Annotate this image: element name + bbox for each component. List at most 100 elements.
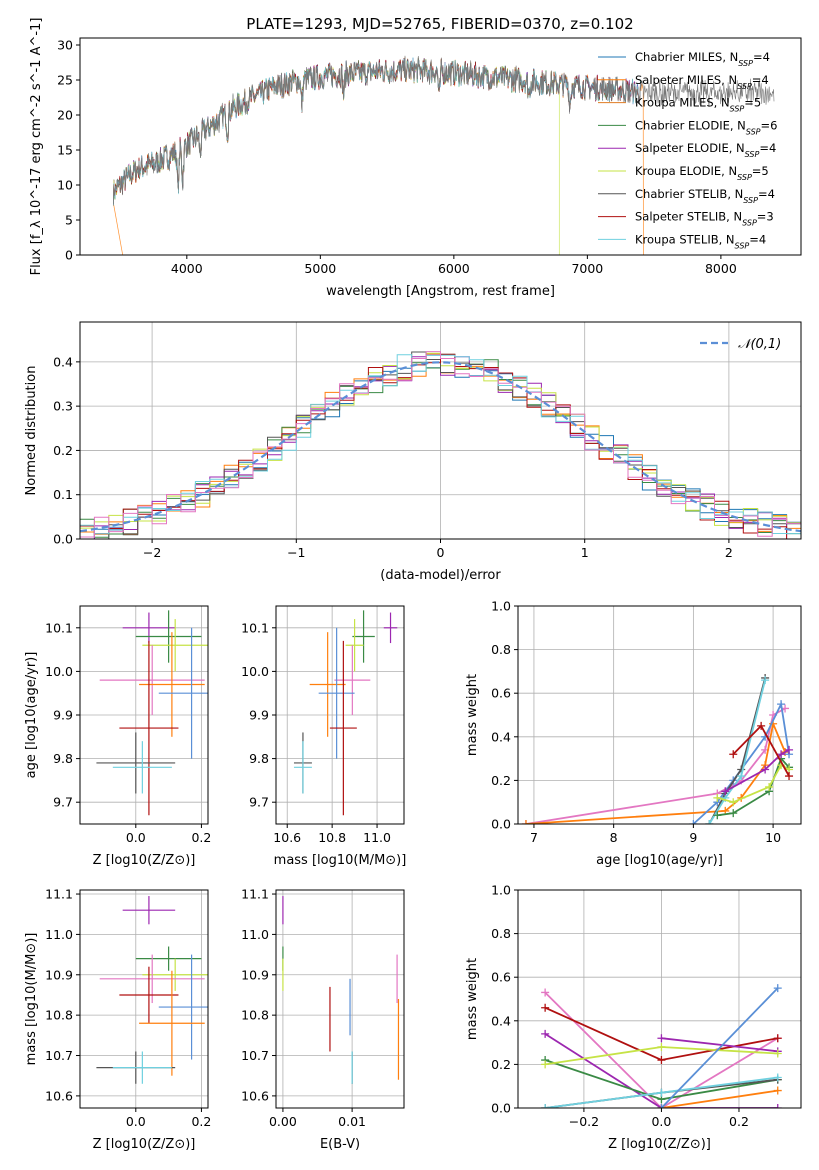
legend-count: =4 [759, 141, 776, 155]
legend-count: =5 [744, 96, 761, 110]
legend-label: Chabrier STELIB, NSSP=4 [635, 187, 775, 205]
normal-curve [80, 361, 801, 533]
legend-subscript: SSP [742, 218, 757, 227]
y-tick-label: 0.1 [53, 487, 73, 502]
legend-label: Kroupa MILES, NSSP=5 [635, 96, 761, 114]
y-tick-label: 10.8 [45, 1008, 73, 1023]
y-tick-label: 0.6 [491, 686, 511, 701]
x-tick-label: 4000 [171, 261, 203, 276]
y-tick-label: 10.0 [45, 664, 73, 679]
legend-label: 𝒩(0,1) [738, 337, 781, 352]
weight-marker [785, 772, 794, 781]
weight-marker [657, 1104, 666, 1108]
legend-count: =3 [757, 210, 774, 224]
spectrum-legend: Chabrier MILES, NSSP=4 Salpeter MILES, NS… [598, 50, 777, 250]
legend-count: =4 [752, 73, 769, 87]
weight-series-line [660, 987, 779, 1108]
weight-marker [705, 820, 714, 824]
y-tick-label: 0.8 [491, 642, 511, 657]
y-tick-label: 10.0 [241, 664, 269, 679]
y-tick-label: 10.6 [241, 1088, 269, 1103]
mass_vs_ebv-panel: 0.00 0.01 10.6 10.7 10.8 10.9 11.0 11.1 E(B-V) [241, 887, 405, 1152]
y-tick-label: 9.7 [249, 795, 269, 810]
y-tick-label: 11.1 [45, 887, 73, 902]
y-axis-label: mass weight [465, 958, 480, 1040]
legend-subscript: SSP [745, 150, 760, 159]
weight-series-line [661, 1037, 778, 1053]
weight_vs_age-marks [521, 673, 794, 824]
legend-subscript: SSP [738, 59, 753, 68]
weight-series-line [661, 1089, 778, 1108]
y-tick-label: 0.6 [491, 970, 511, 985]
y-tick-label: 1.0 [491, 883, 511, 898]
weight-marker [541, 1104, 550, 1108]
legend-label: Kroupa ELODIE, NSSP=5 [635, 164, 769, 182]
x-axis-label: age [log10(age/yr)] [596, 853, 723, 868]
x-tick-label: 0.00 [269, 1114, 297, 1129]
spectrum-panel: 4000 5000 6000 7000 8000 0 5 10 15 20 25 30 waveleng… [29, 18, 802, 299]
weight-marker [773, 1049, 782, 1058]
mass_vs_ebv-marks [282, 896, 400, 1084]
weight-marker [541, 1029, 550, 1038]
y-tick-label: 1.0 [491, 599, 511, 614]
y-tick-label: 10.7 [241, 1048, 269, 1063]
y-axis-label: Flux [f_λ 10^-17 erg cm^-2 s^-1 A^-1] [29, 18, 44, 276]
x-tick-label: 5000 [304, 261, 336, 276]
age_vs_mass-panel: 10.6 10.8 11.0 9.7 9.8 9.9 10.0 10.1 mass [log10… [241, 605, 407, 868]
x-tick-label: −0.2 [569, 1114, 599, 1129]
figure-title: PLATE=1293, MJD=52765, FIBERID=0370, z=0… [246, 15, 633, 33]
weight-marker [541, 988, 550, 997]
x-tick-label: −1 [287, 545, 305, 560]
x-tick-label: 0.2 [191, 1114, 211, 1129]
weight-marker [765, 782, 774, 791]
y-tick-label: 0.0 [491, 817, 511, 832]
legend-subscript: SSP [746, 127, 761, 136]
weight_vs_Z-panel: −0.2 0.0 0.2 0.0 0.2 0.4 0.6 0.8 1.0 Z [log10(Z/Z… [465, 883, 802, 1152]
legend-subscript: SSP [730, 104, 745, 113]
weight_vs_age-panel: 7 8 9 10 0.0 0.2 0.4 0.6 0.8 1.0 age [log10(age/yr… [465, 599, 802, 868]
y-tick-label: 0.2 [491, 773, 511, 788]
x-tick-label: 0.0 [651, 1114, 671, 1129]
x-tick-label: 7000 [571, 261, 603, 276]
weight-marker [761, 676, 770, 685]
weight-series-line [544, 991, 779, 1108]
weight-marker [773, 1086, 782, 1095]
legend-label: Salpeter STELIB, NSSP=3 [635, 210, 774, 228]
y-tick-label: 9.7 [53, 795, 73, 810]
y-tick-label: 10.1 [45, 620, 73, 635]
weight-marker [713, 793, 722, 802]
y-tick-label: 0.3 [53, 399, 73, 414]
x-tick-label: 1 [581, 545, 589, 560]
y-tick-label: 0.0 [53, 532, 73, 547]
weight-marker [777, 750, 786, 759]
weight-marker [785, 745, 794, 754]
x-tick-label: 0.2 [191, 830, 211, 845]
residual-histogram [80, 351, 801, 539]
weight_vs_Z-marks [541, 984, 782, 1108]
x-tick-label: 10.8 [318, 830, 346, 845]
weight-marker [773, 1073, 782, 1082]
y-tick-label: 20 [57, 108, 73, 123]
legend-count: =5 [752, 164, 769, 178]
y-tick-label: 11.0 [241, 927, 269, 942]
x-axis-label: mass [log10(M/M⊙)] [274, 853, 407, 868]
y-tick-label: 11.1 [241, 887, 269, 902]
weight-marker [657, 1034, 666, 1043]
x-tick-label: −2 [143, 545, 161, 560]
y-tick-label: 0.4 [491, 1013, 511, 1028]
model-spectrum-kroupa-elodie [113, 57, 560, 255]
age_vs_mass-marks [293, 610, 398, 816]
x-tick-label: 0.0 [126, 830, 146, 845]
y-axis-label: Normed distribution [24, 366, 39, 496]
y-tick-label: 10.8 [241, 1008, 269, 1023]
x-axis-label: E(B-V) [320, 1137, 360, 1152]
x-axis-label: wavelength [Angstrom, rest frame] [326, 284, 555, 299]
weight-marker [737, 772, 746, 781]
x-tick-label: 0 [437, 545, 445, 560]
x-tick-label: 10.6 [273, 830, 301, 845]
legend-label: Chabrier MILES, NSSP=4 [635, 50, 770, 68]
x-tick-label: 2 [725, 545, 733, 560]
y-tick-label: 10.1 [241, 620, 269, 635]
weight-marker [773, 1034, 782, 1043]
